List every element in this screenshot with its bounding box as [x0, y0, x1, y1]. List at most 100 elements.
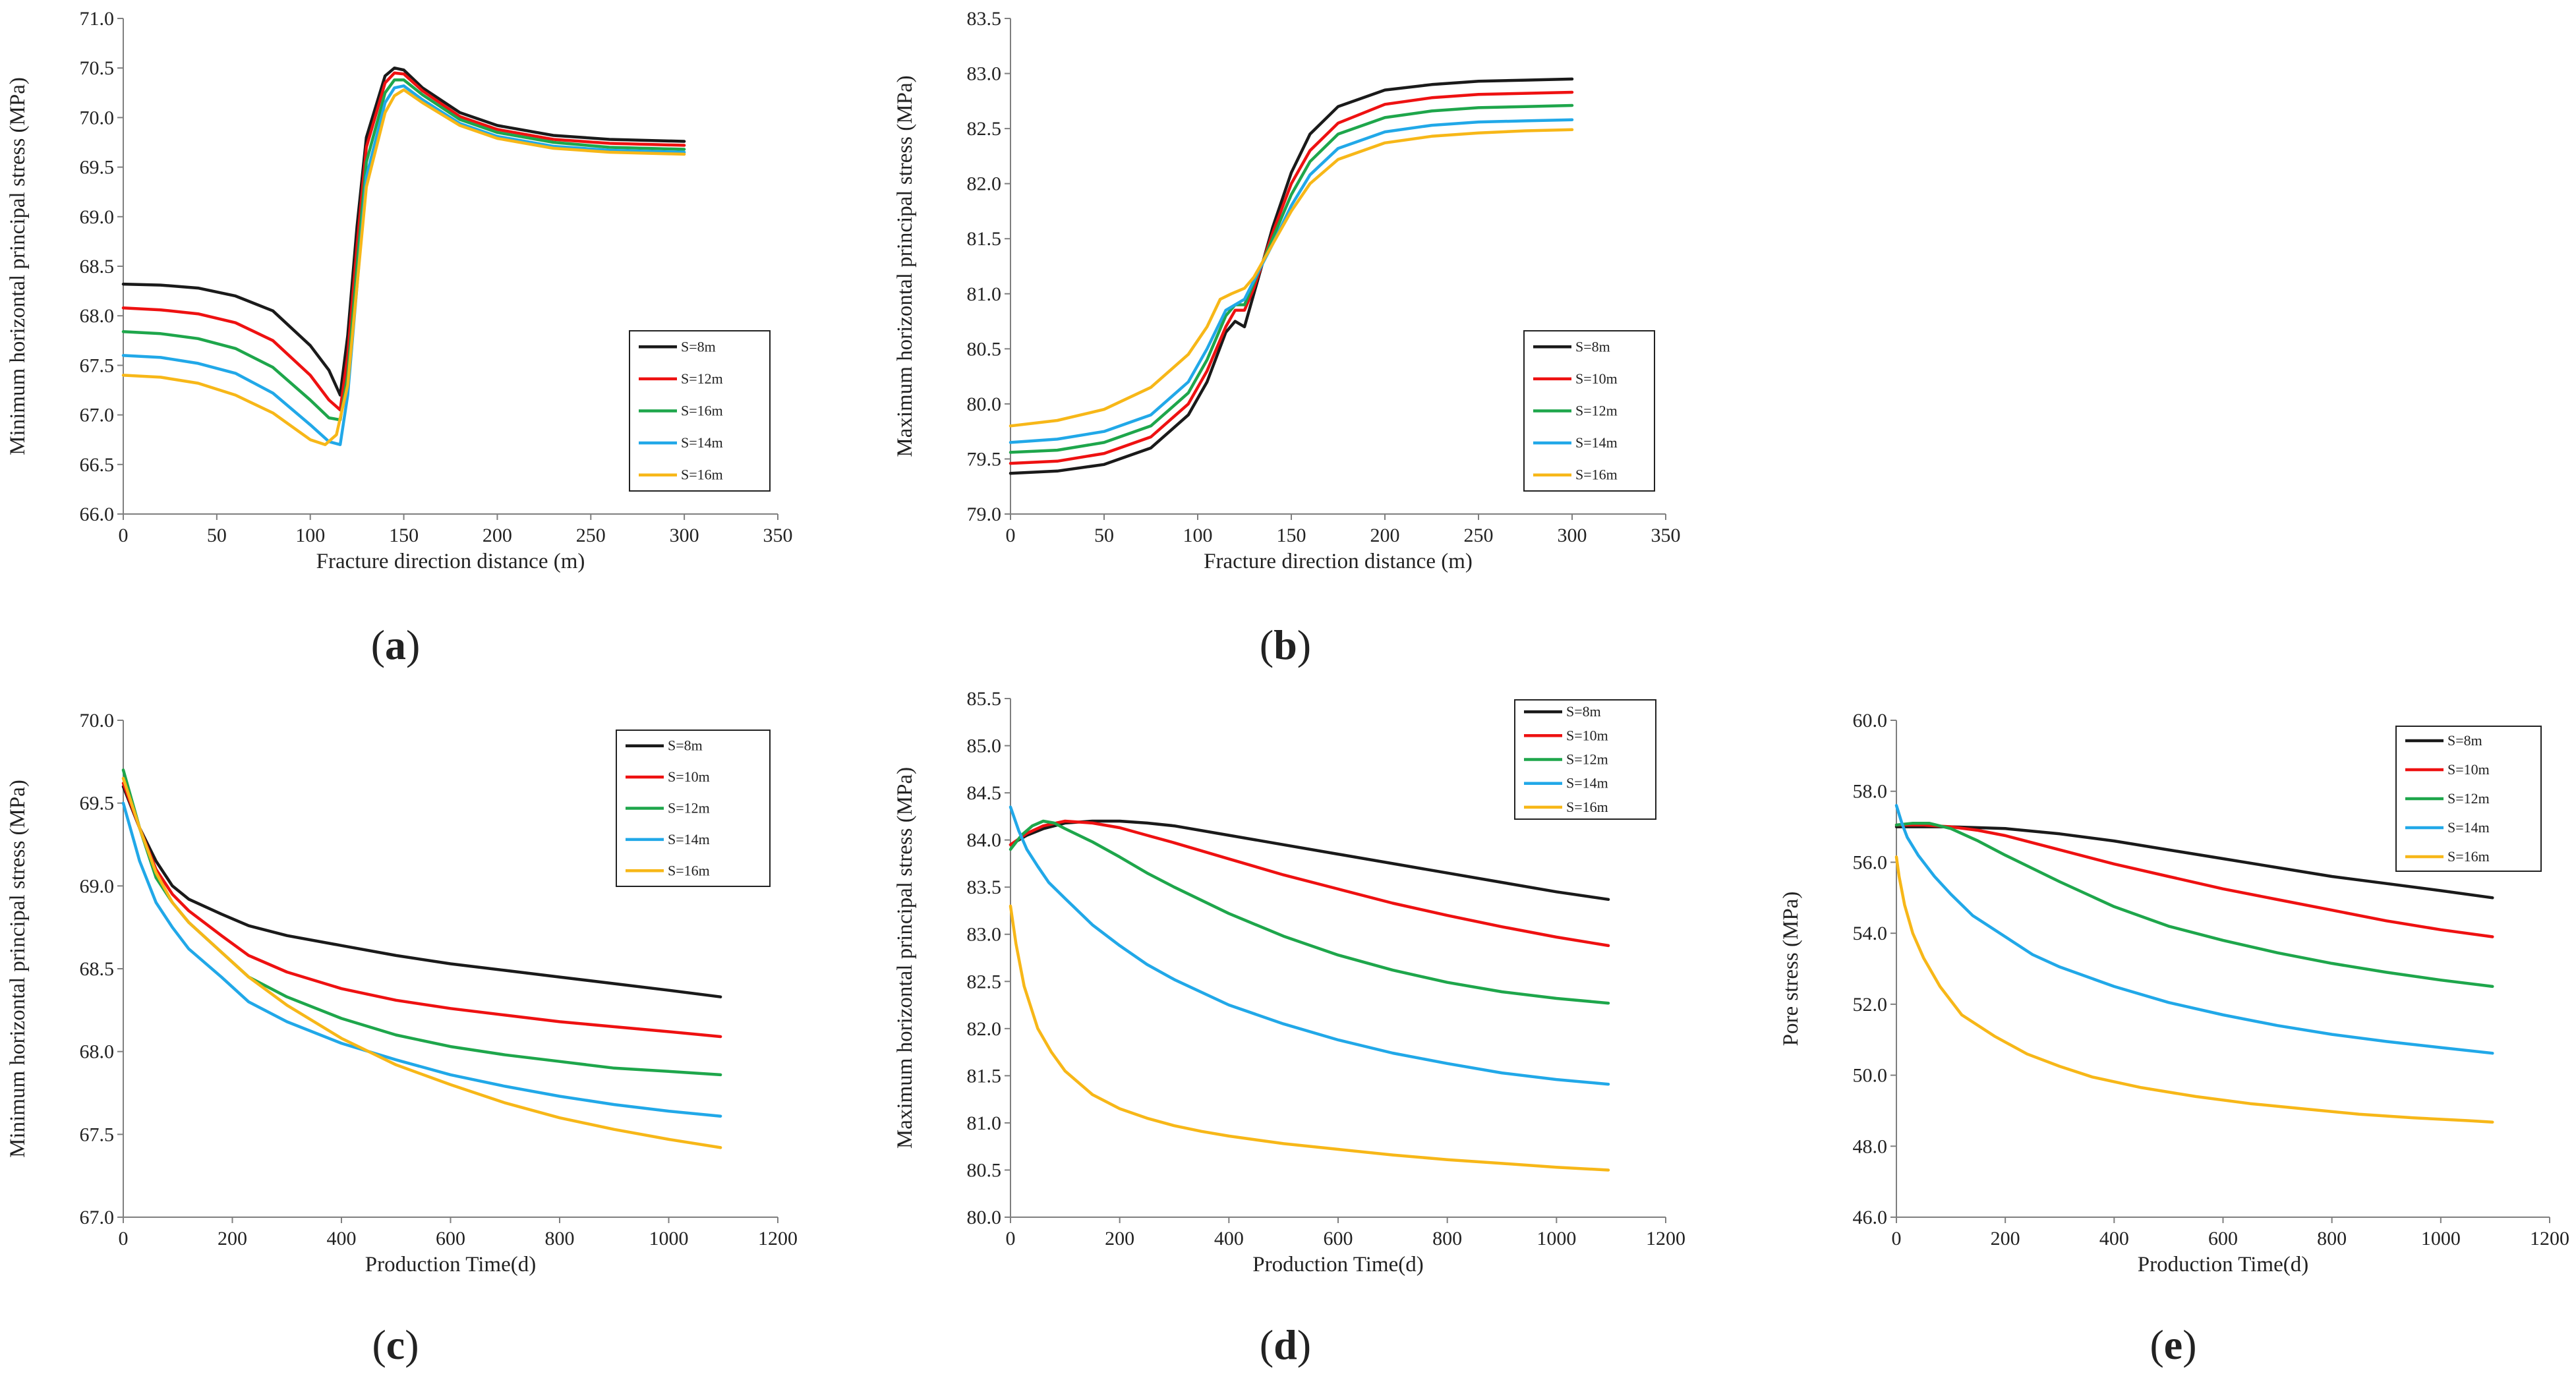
y-tick-label: 82.0	[967, 173, 1002, 195]
x-tick-label: 250	[576, 525, 606, 546]
y-tick-label: 70.0	[80, 710, 115, 731]
panel-label-letter: a	[385, 621, 406, 668]
series-line-4	[1894, 804, 2494, 1055]
y-tick-label: 68.5	[80, 958, 115, 980]
y-tick-label: 82.0	[967, 1018, 1002, 1040]
y-tick-label: 52.0	[1853, 994, 1888, 1016]
series-line-2	[121, 71, 686, 412]
x-tick-label: 50	[207, 525, 227, 546]
y-tick-label: 58.0	[1853, 781, 1888, 803]
series-line-2	[1894, 823, 2494, 938]
y-tick-label: 56.0	[1853, 851, 1888, 873]
legend-label: S=8m	[2447, 732, 2482, 749]
legend: S=8m S=10m S=12m S=14m S=16m	[2395, 726, 2542, 872]
y-tick-label: 69.0	[80, 206, 115, 228]
x-tick-label: 400	[1214, 1228, 1244, 1249]
y-tick-label: 83.5	[967, 8, 1002, 30]
x-tick-label: 800	[545, 1228, 575, 1249]
y-tick-label: 83.0	[967, 63, 1002, 85]
x-tick-label: 1200	[1646, 1228, 1685, 1249]
x-tick-label: 50	[1094, 525, 1114, 546]
legend-label: S=14m	[1566, 775, 1608, 791]
x-tick-label: 600	[436, 1228, 465, 1249]
y-tick-label: 79.0	[967, 503, 1002, 525]
x-tick-label: 0	[119, 525, 129, 546]
y-tick-label: 70.5	[80, 57, 115, 79]
series-line-1	[1009, 77, 1574, 475]
x-tick-label: 350	[763, 525, 793, 546]
y-tick-label: 66.5	[80, 454, 115, 476]
legend-label: S=14m	[681, 434, 723, 451]
x-axis-label: Production Time(d)	[2138, 1253, 2308, 1276]
legend-label: S=14m	[1575, 434, 1618, 451]
series-line-2	[1009, 819, 1610, 948]
legend-label: S=16m	[1566, 799, 1608, 815]
series-line-4	[1009, 805, 1610, 1086]
x-tick-label: 800	[2317, 1228, 2347, 1249]
x-tick-label: 250	[1464, 525, 1494, 546]
legend-label: S=12m	[668, 800, 710, 817]
panel-label-letter: d	[1273, 1321, 1297, 1368]
panel-label-close: )	[405, 1321, 419, 1368]
panel-label-open: (	[371, 621, 385, 668]
x-tick-label: 1000	[1537, 1228, 1576, 1249]
legend-label: S=16m	[681, 467, 723, 483]
series-line-5	[1894, 855, 2494, 1124]
panel-label: (d)	[1260, 1321, 1311, 1368]
y-tick-label: 80.0	[967, 393, 1002, 415]
series-line-1	[121, 785, 722, 998]
series-line-2	[1009, 90, 1574, 465]
y-tick-label: 82.5	[967, 971, 1002, 992]
y-tick-label: 81.5	[967, 228, 1002, 250]
panel-label: (c)	[372, 1321, 419, 1368]
legend: S=8m S=12m S=16m S=14m S=16m	[629, 330, 771, 492]
y-tick-label: 69.0	[80, 875, 115, 897]
x-tick-label: 0	[1006, 1228, 1016, 1249]
panel-label: (a)	[371, 621, 421, 668]
y-tick-label: 82.5	[967, 118, 1002, 140]
x-tick-label: 400	[327, 1228, 357, 1249]
x-axis-label: Fracture direction distance (m)	[316, 550, 585, 573]
panel-label-open: (	[1260, 621, 1273, 668]
y-tick-label: 85.0	[967, 735, 1002, 757]
y-axis-label: Pore stress (MPa)	[1779, 892, 1803, 1046]
x-tick-label: 1000	[2421, 1228, 2461, 1249]
y-tick-label: 69.5	[80, 157, 115, 179]
legend-label: S=12m	[1575, 403, 1618, 419]
chart-panel-a: 66.0 66.5 67.0 67.5 68.0 68.5 69.0 69.5 70.0 70.5…	[6, 8, 793, 668]
x-tick-label: 1000	[649, 1228, 689, 1249]
y-tick-label: 71.0	[80, 8, 115, 30]
legend-label: S=16m	[668, 862, 710, 878]
y-tick-label: 81.5	[967, 1065, 1002, 1087]
x-tick-label: 300	[1558, 525, 1587, 546]
chart-panel-b: 79.0 79.5 80.0 80.5 81.0 81.5 82.0 82.5 83.0 83.5…	[893, 8, 1681, 668]
y-tick-label: 80.5	[967, 1159, 1002, 1181]
legend-label: S=10m	[668, 768, 710, 785]
x-axis-label: Production Time(d)	[1252, 1253, 1423, 1276]
series-line-1	[1009, 819, 1610, 902]
x-tick-label: 0	[119, 1228, 129, 1249]
y-tick-label: 67.5	[80, 1124, 115, 1145]
y-tick-label: 81.0	[967, 283, 1002, 305]
series-line-4	[121, 801, 722, 1118]
y-tick-label: 83.0	[967, 924, 1002, 946]
y-tick-label: 66.0	[80, 503, 115, 525]
x-tick-label: 100	[295, 525, 325, 546]
y-tick-label: 67.5	[80, 355, 115, 376]
x-tick-label: 1200	[758, 1228, 798, 1249]
x-tick-label: 150	[1277, 525, 1306, 546]
series-line-3	[1009, 819, 1610, 1005]
panel-label-letter: e	[2164, 1321, 2182, 1368]
panel-label-open: (	[372, 1321, 386, 1368]
chart-panel-e: 46.0 48.0 50.0 52.0 54.0 56.0 58.0 60.0 0 200 400 6…	[1779, 710, 2569, 1368]
series-line-2	[121, 782, 722, 1039]
y-tick-label: 68.0	[80, 305, 115, 327]
y-tick-label: 67.0	[80, 405, 115, 426]
x-tick-label: 200	[218, 1228, 247, 1249]
y-axis-label: Maximum horizontal principal stress (MPa…	[893, 767, 917, 1149]
legend: S=8m S=10m S=12m S=14m S=16m	[1514, 699, 1656, 820]
legend-label: S=8m	[1575, 338, 1610, 355]
x-tick-label: 300	[670, 525, 699, 546]
x-tick-label: 0	[1006, 525, 1016, 546]
